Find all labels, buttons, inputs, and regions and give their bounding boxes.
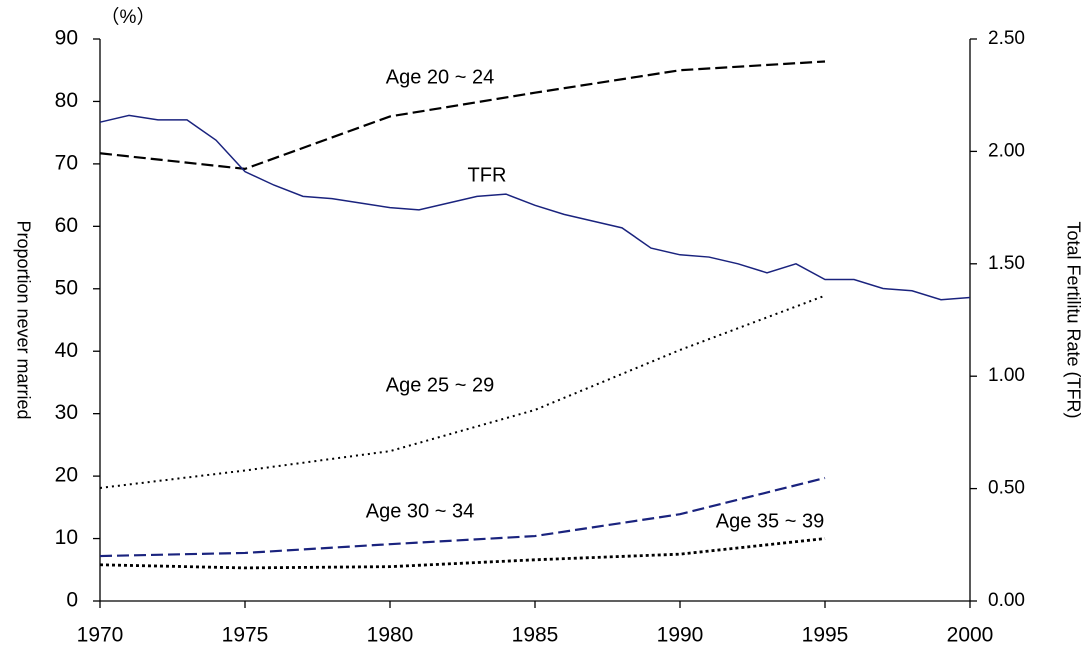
x-tick-label: 1990	[657, 624, 704, 647]
y-tick-label: 20	[55, 464, 78, 487]
y-tick-label: 0	[66, 589, 78, 612]
y2-tick-label: 0.50	[988, 478, 1025, 499]
series-line	[99, 60, 826, 171]
y-tick-label: 10	[55, 526, 78, 549]
y-tick-label: 60	[55, 214, 78, 237]
y-tick-label: 50	[55, 276, 78, 299]
y2-axis-label: Total Fertilitu Rate (TFR)	[1063, 221, 1083, 418]
y-tick-label: 80	[55, 89, 78, 112]
x-tick-label: 1995	[802, 624, 849, 647]
series-line	[99, 476, 826, 558]
y2-tick-label: 2.50	[988, 28, 1025, 49]
x-tick-label: 2000	[947, 624, 994, 647]
y2-tick-label: 0.00	[988, 590, 1025, 611]
y-tick-label: 90	[55, 27, 78, 50]
y-axis-label: Proportion never married	[13, 220, 33, 419]
x-tick-label: 1975	[222, 624, 269, 647]
series-line	[99, 294, 826, 489]
annotation: Age 35 ~ 39	[716, 510, 824, 532]
series-line	[99, 114, 971, 301]
series-line	[99, 537, 826, 570]
y2-tick-label: 1.00	[988, 365, 1025, 386]
annotation: Age 25 ~ 29	[386, 374, 494, 396]
x-tick-label: 1985	[512, 624, 559, 647]
x-tick-label: 1970	[77, 624, 124, 647]
y2-tick-label: 1.50	[988, 253, 1025, 274]
y-tick-label: 30	[55, 401, 78, 424]
x-tick-label: 1980	[367, 624, 414, 647]
y-tick-label: 40	[55, 339, 78, 362]
annotation: TFR	[468, 164, 507, 186]
y-tick-label: 70	[55, 151, 78, 174]
unit-label: （%）	[101, 6, 156, 28]
y2-tick-label: 2.00	[988, 140, 1025, 161]
annotation: Age 30 ~ 34	[366, 500, 474, 522]
annotation: Age 20 ~ 24	[386, 66, 494, 88]
